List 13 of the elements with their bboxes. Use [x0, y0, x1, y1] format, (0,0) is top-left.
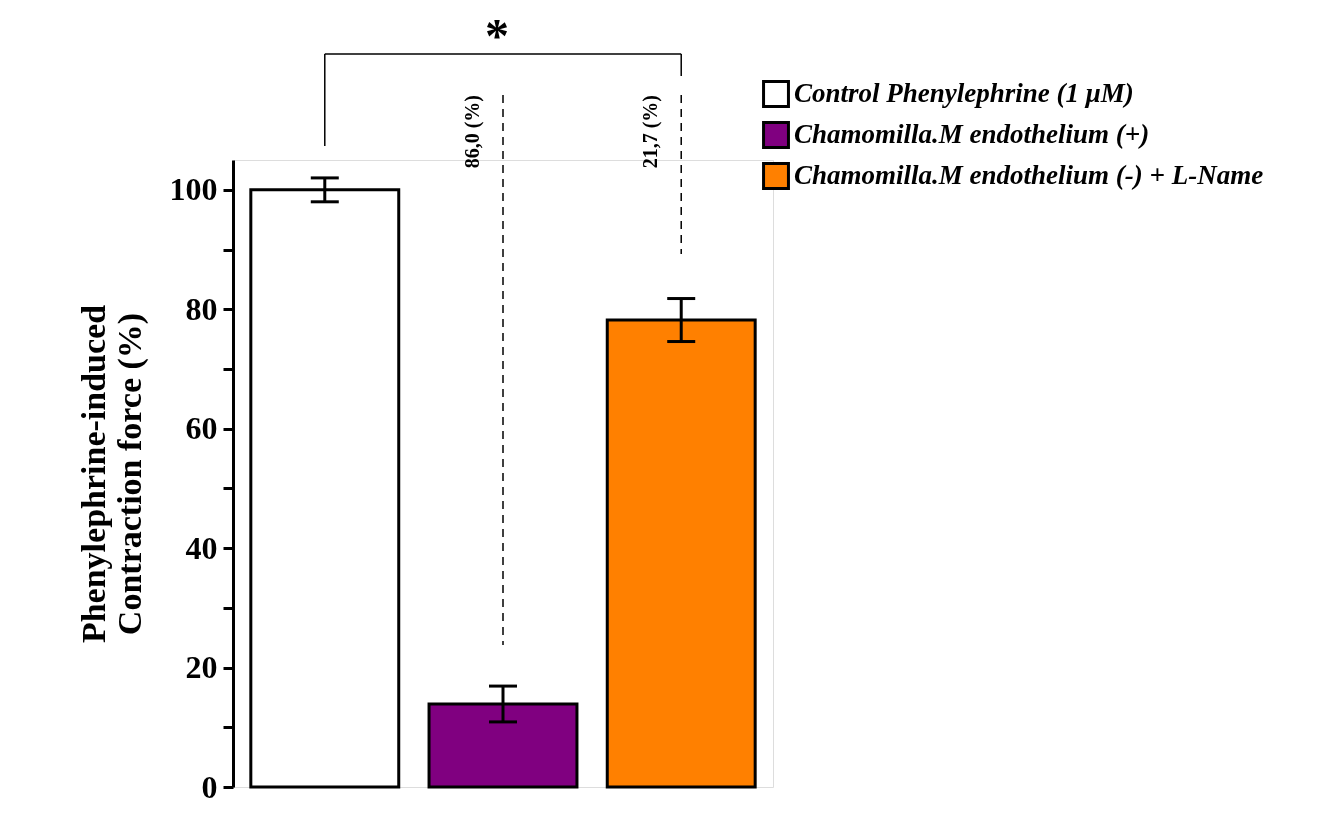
y-tick-label: 40 — [185, 529, 218, 566]
legend-label: Chamomilla.M endothelium (-) + L-Name — [794, 160, 1264, 190]
y-tick-label: 0 — [201, 768, 218, 805]
legend-label: Control Phenylephrine (1 μM) — [794, 78, 1134, 108]
y-tick-label: 100 — [169, 171, 218, 208]
y-tick-label: 60 — [185, 410, 218, 447]
y-tick-label: 80 — [185, 290, 218, 327]
y-tick-label: 20 — [185, 649, 218, 686]
y-axis-title: Phenylephrine-induced Contraction force (%) — [74, 304, 149, 644]
annotation: 86,0 (%) — [461, 95, 484, 169]
legend-label: Chamomilla.M endothelium (+) — [794, 119, 1150, 149]
text: * — [485, 9, 509, 62]
annotation: 21,7 (%) — [639, 95, 663, 169]
